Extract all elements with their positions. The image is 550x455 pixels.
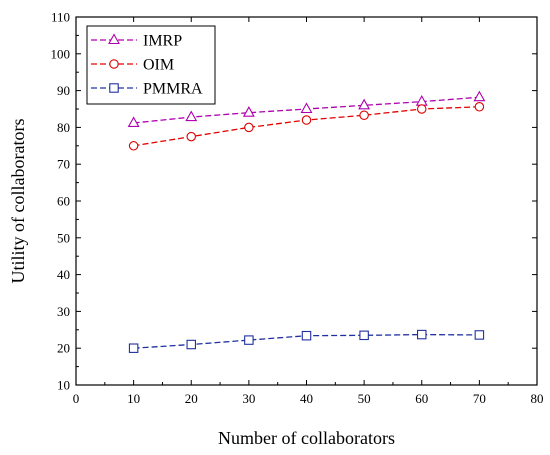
y-tick-label: 50 xyxy=(57,230,70,245)
data-point-oim xyxy=(244,122,254,133)
series-oim xyxy=(128,102,485,151)
data-point-oim xyxy=(359,110,369,121)
y-axis-title: Utility of collaborators xyxy=(8,119,28,284)
x-tick-label: 80 xyxy=(531,391,544,406)
series-pmmra xyxy=(128,329,485,353)
axes-layer: 0 10 20 30 40 50 60 70 8010203040506070809010011… xyxy=(51,10,544,407)
x-tick-label: 40 xyxy=(300,391,313,406)
data-point-imrp xyxy=(127,116,140,128)
data-point-oim xyxy=(301,115,312,125)
data-point-imrp xyxy=(185,110,198,122)
y-tick-label: 10 xyxy=(57,378,70,393)
data-point-pmmra xyxy=(416,329,427,340)
y-tick-label: 80 xyxy=(57,120,70,135)
data-point-pmmra xyxy=(301,330,312,341)
legend-label-pmmra: PMMRA xyxy=(143,81,203,98)
data-point-oim xyxy=(474,102,485,112)
y-tick-label: 70 xyxy=(57,157,70,172)
data-point-oim xyxy=(128,141,139,151)
legend-marker-oim xyxy=(109,59,119,69)
y-tick-label: 90 xyxy=(57,83,70,98)
y-tick-label: 30 xyxy=(57,304,70,319)
data-point-imrp xyxy=(358,98,371,110)
y-tick-label: 40 xyxy=(57,267,70,282)
data-point-pmmra xyxy=(244,335,254,345)
series-layer xyxy=(127,90,486,353)
legend-label-imrp: IMRP xyxy=(143,33,182,50)
y-tick-label: 110 xyxy=(51,10,70,25)
x-tick-label: 50 xyxy=(358,391,371,406)
data-point-oim xyxy=(416,104,427,114)
data-point-pmmra xyxy=(128,343,139,353)
legend-marker-pmmra xyxy=(109,83,119,93)
data-point-pmmra xyxy=(359,330,369,341)
data-point-pmmra xyxy=(186,339,197,350)
y-tick-label: 100 xyxy=(51,46,71,61)
data-point-oim xyxy=(186,131,197,142)
data-point-imrp xyxy=(473,90,486,102)
data-point-imrp xyxy=(300,102,313,114)
legend-frame xyxy=(86,25,216,105)
x-tick-label: 30 xyxy=(242,391,255,406)
x-axis-title: Number of collaborators xyxy=(218,428,395,448)
legend-marker-imrp xyxy=(108,33,120,45)
x-tick-label: 70 xyxy=(473,391,486,406)
data-point-imrp xyxy=(415,95,428,106)
x-tick-label: 10 xyxy=(127,391,140,406)
legend: IMRP OIM PMMRA xyxy=(86,25,216,105)
y-tick-label: 20 xyxy=(57,341,70,356)
y-tick-label: 60 xyxy=(57,194,70,209)
x-tick-label: 20 xyxy=(185,391,198,406)
data-point-imrp xyxy=(242,106,255,117)
legend-label-oim: OIM xyxy=(143,57,174,74)
x-tick-label: 60 xyxy=(415,391,428,406)
data-point-pmmra xyxy=(474,330,485,340)
x-tick-label: 0 xyxy=(73,391,80,406)
